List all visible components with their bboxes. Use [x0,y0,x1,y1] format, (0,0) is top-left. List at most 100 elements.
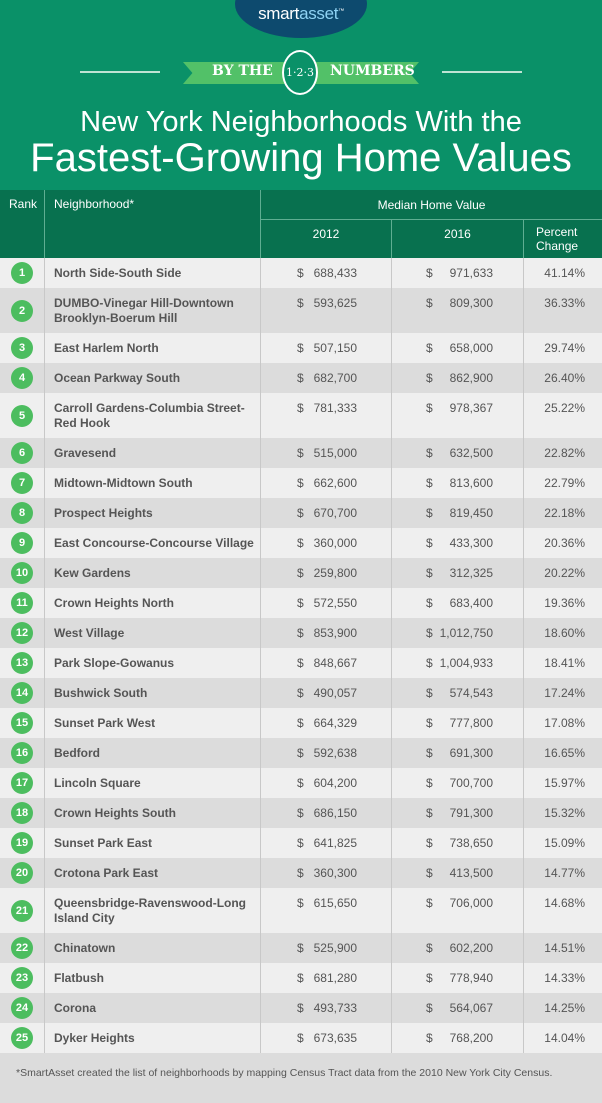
rank-badge: 21 [11,899,33,922]
neighborhood-name: Park Slope-Gowanus [44,648,260,678]
currency-symbol: $ [297,866,304,880]
table-row: 2 DUMBO-Vinegar Hill-Downtown Brooklyn-Bo… [0,288,602,333]
smartasset-logo: smartasset™ [235,0,367,38]
neighborhood-name: Corona [44,993,260,1023]
neighborhood-name: Flatbush [44,963,260,993]
rank-badge: 9 [11,532,33,554]
value-2016: 413,500 [449,866,493,880]
value-2012: 507,150 [313,341,357,355]
rank-badge: 4 [11,367,33,389]
value-2012: 615,650 [313,896,357,910]
value-2012-cell: $686,150 [260,798,391,828]
value-2016: 778,940 [449,971,493,985]
rank-badge: 17 [11,772,33,794]
percent-change: 14.68% [523,888,602,933]
currency-symbol: $ [426,626,433,640]
currency-symbol: $ [297,506,304,520]
percent-change: 17.24% [523,678,602,708]
value-2012-cell: $670,700 [260,498,391,528]
currency-symbol: $ [426,296,433,310]
currency-symbol: $ [297,296,304,310]
currency-symbol: $ [297,401,304,415]
value-2012-cell: $360,000 [260,528,391,558]
table-row: 6 Gravesend $515,000 $632,500 22.82% [0,438,602,468]
currency-symbol: $ [426,1031,433,1045]
currency-symbol: $ [426,341,433,355]
value-2016-cell: $691,300 [391,738,523,768]
value-2016: 768,200 [449,1031,493,1045]
percent-change: 18.41% [523,648,602,678]
currency-symbol: $ [426,476,433,490]
value-2012: 848,667 [313,656,357,670]
percent-change: 16.65% [523,738,602,768]
value-2012-cell: $682,700 [260,363,391,393]
percent-change: 41.14% [523,258,602,288]
value-2012: 662,600 [313,476,357,490]
logo-tm: ™ [338,8,344,15]
value-2012-cell: $848,667 [260,648,391,678]
percent-change: 15.97% [523,768,602,798]
value-2012-cell: $781,333 [260,393,391,438]
banner-rule-left [80,71,160,73]
value-2012-cell: $593,625 [260,288,391,333]
table-row: 18 Crown Heights South $686,150 $791,300 15.… [0,798,602,828]
currency-symbol: $ [297,716,304,730]
value-2012-cell: $688,433 [260,258,391,288]
value-2012-cell: $662,600 [260,468,391,498]
value-2016-cell: $809,300 [391,288,523,333]
value-2016: 738,650 [449,836,493,850]
value-2012-cell: $673,635 [260,1023,391,1053]
value-2012: 673,635 [313,1031,357,1045]
currency-symbol: $ [426,686,433,700]
value-2016-cell: $1,012,750 [391,618,523,648]
value-2012-cell: $360,300 [260,858,391,888]
value-2016: 706,000 [449,896,493,910]
header-percent-change: Percent Change [523,220,593,258]
currency-symbol: $ [297,626,304,640]
currency-symbol: $ [426,566,433,580]
percent-change: 20.22% [523,558,602,588]
neighborhood-name: Sunset Park West [44,708,260,738]
neighborhood-name: Kew Gardens [44,558,260,588]
value-2016: 1,012,750 [439,626,493,640]
value-2016-cell: $791,300 [391,798,523,828]
neighborhood-name: Ocean Parkway South [44,363,260,393]
value-2012: 688,433 [313,266,357,280]
rank-badge: 13 [11,652,33,674]
neighborhood-name: Bushwick South [44,678,260,708]
value-2012: 360,300 [313,866,357,880]
rank-badge: 18 [11,802,33,824]
table-row: 14 Bushwick South $490,057 $574,543 17.24% [0,678,602,708]
rank-badge: 22 [11,937,33,959]
percent-change: 22.18% [523,498,602,528]
currency-symbol: $ [426,971,433,985]
neighborhood-name: Gravesend [44,438,260,468]
percent-change: 14.04% [523,1023,602,1053]
value-2016-cell: $683,400 [391,588,523,618]
currency-symbol: $ [426,401,433,415]
value-2012: 592,638 [313,746,357,760]
value-2016-cell: $706,000 [391,888,523,933]
percent-change: 19.36% [523,588,602,618]
value-2016: 791,300 [449,806,493,820]
value-2012-cell: $493,733 [260,993,391,1023]
value-2012: 686,150 [313,806,357,820]
value-2012: 781,333 [313,401,357,415]
currency-symbol: $ [297,371,304,385]
value-2016-cell: $819,450 [391,498,523,528]
table-row: 17 Lincoln Square $604,200 $700,700 15.97% [0,768,602,798]
header-neighborhood: Neighborhood* [44,190,260,258]
value-2016: 862,900 [449,371,493,385]
value-2012-cell: $259,800 [260,558,391,588]
currency-symbol: $ [426,371,433,385]
table-row: 16 Bedford $592,638 $691,300 16.65% [0,738,602,768]
neighborhood-name: Midtown-Midtown South [44,468,260,498]
table-row: 20 Crotona Park East $360,300 $413,500 14.77… [0,858,602,888]
neighborhood-name: Sunset Park East [44,828,260,858]
currency-symbol: $ [426,836,433,850]
value-2012-cell: $641,825 [260,828,391,858]
value-2012: 681,280 [313,971,357,985]
percent-change: 15.09% [523,828,602,858]
table-row: 23 Flatbush $681,280 $778,940 14.33% [0,963,602,993]
header-2016: 2016 [391,220,523,258]
